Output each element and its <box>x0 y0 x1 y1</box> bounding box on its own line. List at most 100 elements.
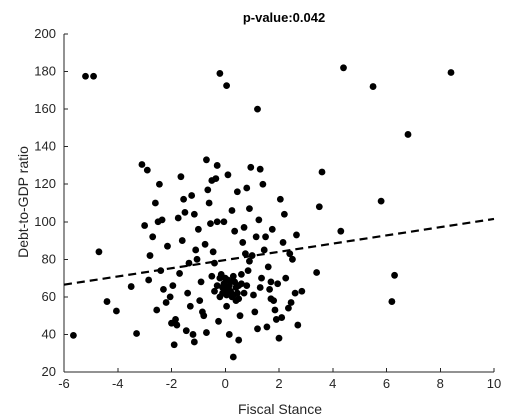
data-point <box>239 239 247 246</box>
data-point <box>377 197 385 205</box>
x-tick-label: 6 <box>383 376 390 391</box>
data-point <box>262 233 269 241</box>
x-tick-label: 10 <box>487 376 501 391</box>
data-point <box>224 276 232 284</box>
data-point <box>315 203 323 211</box>
x-tick-label: -6 <box>58 376 70 391</box>
data-point <box>223 82 230 90</box>
data-point <box>190 210 198 218</box>
data-point <box>243 184 251 192</box>
data-point <box>158 216 166 224</box>
data-point <box>404 131 412 138</box>
data-point <box>340 64 347 72</box>
data-point <box>246 257 253 265</box>
data-point <box>225 331 233 338</box>
data-point <box>278 314 286 321</box>
data-point <box>164 242 171 250</box>
data-point <box>149 233 157 241</box>
data-point <box>216 70 224 77</box>
data-point <box>313 269 321 276</box>
data-point <box>189 331 197 338</box>
data-point <box>447 69 455 76</box>
y-axis-label: Debt-to-GDP ratio <box>15 146 31 258</box>
data-point <box>391 271 398 279</box>
data-point <box>216 274 224 282</box>
data-point <box>268 225 276 233</box>
data-point <box>184 289 192 297</box>
data-point <box>388 298 396 305</box>
data-point <box>298 287 306 295</box>
x-axis-label: Fiscal Stance <box>238 401 322 417</box>
data-point <box>229 353 237 361</box>
data-point <box>205 199 213 207</box>
data-point <box>176 270 183 277</box>
data-point <box>162 299 170 306</box>
data-point <box>145 276 153 284</box>
axes-layer: -6 -4 -2 0 2 4 6 8 10 20 40 60 80 100 120 140 160 180 200 <box>34 26 501 391</box>
x-tick-label: 8 <box>437 376 444 391</box>
data-point <box>203 156 210 164</box>
data-point <box>220 218 228 226</box>
data-point <box>182 327 190 335</box>
data-point <box>166 293 174 301</box>
data-point <box>279 239 287 246</box>
data-point <box>223 302 230 310</box>
y-tick-label: 120 <box>34 176 56 191</box>
data-point <box>255 216 263 224</box>
data-point <box>143 166 151 174</box>
y-tick-label: 20 <box>42 364 56 379</box>
data-point <box>185 259 193 267</box>
data-point <box>201 240 209 248</box>
data-point <box>235 336 243 344</box>
y-tick-label: 140 <box>34 139 56 154</box>
data-point <box>188 192 196 199</box>
data-point <box>209 248 217 256</box>
data-point <box>282 274 290 282</box>
data-point <box>174 214 182 222</box>
data-point <box>232 284 240 291</box>
data-point <box>127 283 135 290</box>
x-tick-label: -4 <box>112 376 124 391</box>
data-point <box>256 284 264 291</box>
chart-title: p-value:0.042 <box>243 10 325 25</box>
data-point <box>186 302 194 310</box>
data-point <box>113 307 120 315</box>
data-point <box>237 280 245 288</box>
data-point <box>263 323 271 331</box>
data-point <box>199 308 206 316</box>
data-point <box>70 331 77 339</box>
data-point <box>250 291 257 299</box>
data-point <box>229 272 237 280</box>
data-point <box>280 210 288 218</box>
data-point <box>244 267 252 274</box>
data-point <box>204 186 212 194</box>
data-point <box>228 293 236 301</box>
y-tick-label: 200 <box>34 26 56 41</box>
y-tick-label: 40 <box>42 326 56 341</box>
data-point <box>293 231 300 239</box>
y-tick-label: 80 <box>42 251 56 266</box>
data-point <box>248 252 256 259</box>
data-point <box>287 299 295 306</box>
data-point <box>242 250 249 258</box>
data-point <box>272 316 280 323</box>
data-point <box>274 280 282 288</box>
data-point <box>157 267 165 274</box>
data-point <box>240 224 248 231</box>
data-point <box>264 263 272 271</box>
data-point <box>133 330 140 337</box>
data-point <box>146 252 154 259</box>
points-layer <box>70 64 455 361</box>
data-point <box>275 334 283 342</box>
data-point <box>197 278 205 286</box>
data-point <box>212 175 220 182</box>
data-point <box>211 287 218 295</box>
data-point <box>151 199 159 207</box>
y-tick-label: 160 <box>34 101 56 116</box>
data-point <box>231 227 239 235</box>
data-point <box>208 272 216 280</box>
data-point <box>286 250 294 258</box>
data-point <box>247 163 255 171</box>
